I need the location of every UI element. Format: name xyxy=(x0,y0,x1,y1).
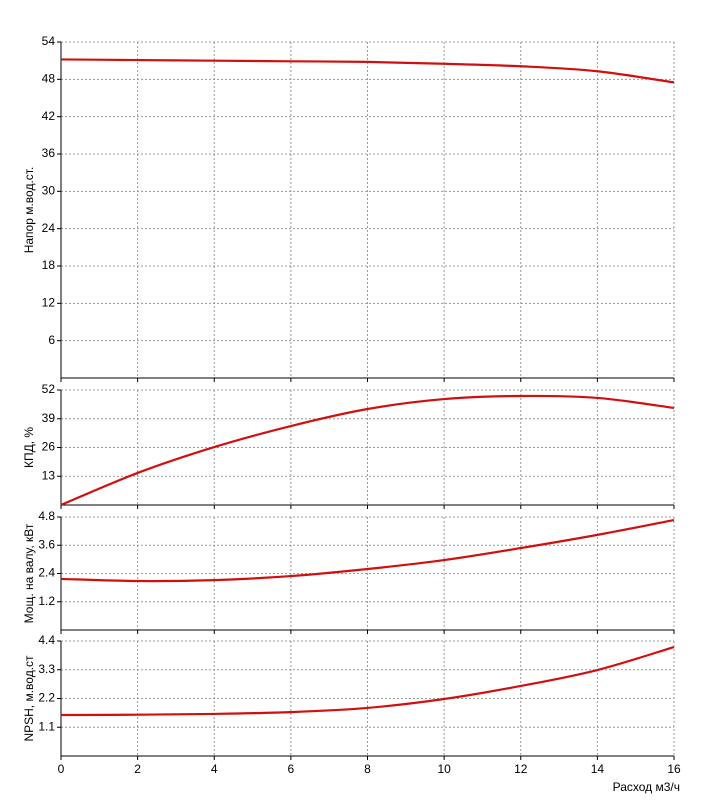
x-tick-label: 8 xyxy=(364,762,371,776)
y-tick-label: 1.1 xyxy=(38,719,55,733)
y-tick-label: 18 xyxy=(42,258,56,272)
y-tick-label: 26 xyxy=(42,440,56,454)
y-tick-label: 48 xyxy=(42,72,56,86)
y-tick-label: 6 xyxy=(48,333,55,347)
x-tick-label: 4 xyxy=(211,762,218,776)
y-tick-label: 54 xyxy=(42,34,56,48)
y-tick-label: 3.6 xyxy=(38,537,55,551)
x-tick-label: 10 xyxy=(437,762,451,776)
x-tick-label: 6 xyxy=(288,762,295,776)
y-tick-label: 1.2 xyxy=(38,594,55,608)
x-tick-label: 16 xyxy=(667,762,681,776)
line xyxy=(60,518,675,583)
y-axis-label: КПД, % xyxy=(22,427,36,468)
y-tick-label: 2.2 xyxy=(38,691,55,705)
y-tick-label: 39 xyxy=(42,411,56,425)
line xyxy=(60,645,675,717)
y-axis-label: Мощ. на валу, кВт xyxy=(22,523,36,623)
y-axis-label: NPSH, м.вод.ст xyxy=(22,655,36,742)
y-axis-label: Напор м.вод.ст. xyxy=(22,167,36,254)
y-tick-label: 4.4 xyxy=(38,633,55,647)
y-tick-label: 36 xyxy=(42,146,56,160)
y-tick-label: 3.3 xyxy=(38,662,55,676)
x-tick-label: 12 xyxy=(514,762,528,776)
x-tick-label: 14 xyxy=(591,762,605,776)
y-tick-label: 2.4 xyxy=(38,566,55,580)
y-tick-label: 12 xyxy=(42,296,56,310)
line xyxy=(60,58,675,84)
y-tick-label: 13 xyxy=(42,468,56,482)
y-tick-label: 30 xyxy=(42,184,56,198)
y-tick-label: 4.8 xyxy=(38,509,55,523)
y-tick-label: 52 xyxy=(42,382,56,396)
line xyxy=(60,394,675,507)
x-tick-label: 2 xyxy=(134,762,141,776)
x-tick-label: 0 xyxy=(58,762,65,776)
y-tick-label: 24 xyxy=(42,221,56,235)
x-axis-label: Расход м3/ч xyxy=(613,780,680,794)
y-tick-label: 42 xyxy=(42,109,56,123)
